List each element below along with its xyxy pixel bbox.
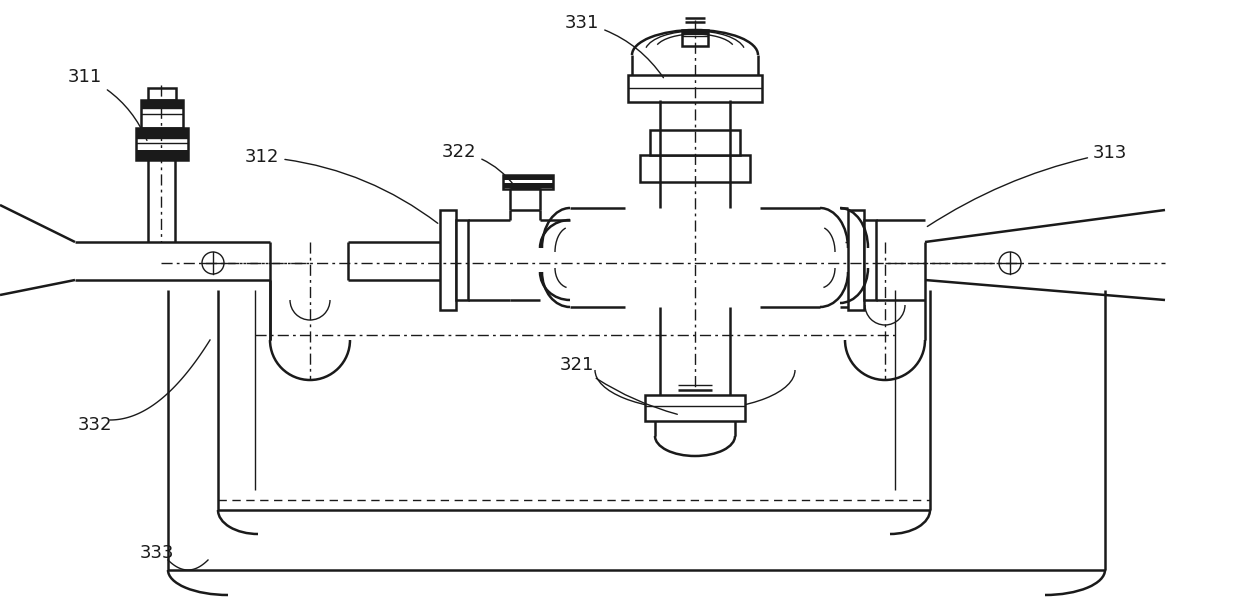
Text: 322: 322 <box>442 143 514 186</box>
Bar <box>440 298 456 310</box>
Bar <box>503 175 553 180</box>
Bar <box>641 155 750 182</box>
Bar <box>847 210 864 310</box>
Bar <box>646 395 745 405</box>
Text: 321: 321 <box>560 356 678 415</box>
Text: 313: 313 <box>927 144 1127 226</box>
Bar <box>641 174 750 182</box>
Text: 312: 312 <box>245 148 437 223</box>
Bar <box>503 183 553 188</box>
Bar <box>864 220 876 300</box>
Bar <box>641 155 750 165</box>
Bar <box>628 90 762 102</box>
Bar <box>141 100 183 128</box>
Bar <box>503 175 553 189</box>
Bar <box>650 130 740 155</box>
Bar <box>646 413 745 421</box>
Bar <box>638 75 752 85</box>
Text: 311: 311 <box>68 68 147 140</box>
Text: 332: 332 <box>78 416 113 434</box>
Bar <box>650 130 740 140</box>
Bar <box>646 395 745 421</box>
Bar <box>141 100 183 108</box>
Bar <box>681 30 707 46</box>
Bar <box>136 150 188 160</box>
Bar <box>440 210 456 222</box>
Bar <box>147 88 176 100</box>
Text: 333: 333 <box>140 544 175 562</box>
Bar <box>456 220 468 300</box>
Bar <box>864 220 876 230</box>
Bar <box>136 128 188 138</box>
Bar <box>136 128 188 160</box>
Bar <box>847 210 864 222</box>
Bar <box>440 210 456 310</box>
Bar <box>628 75 762 102</box>
Bar <box>681 30 707 35</box>
Bar <box>847 298 864 310</box>
Bar <box>456 290 468 300</box>
Bar <box>456 220 468 230</box>
Bar <box>650 147 740 155</box>
Text: 331: 331 <box>565 14 663 77</box>
Bar <box>864 290 876 300</box>
